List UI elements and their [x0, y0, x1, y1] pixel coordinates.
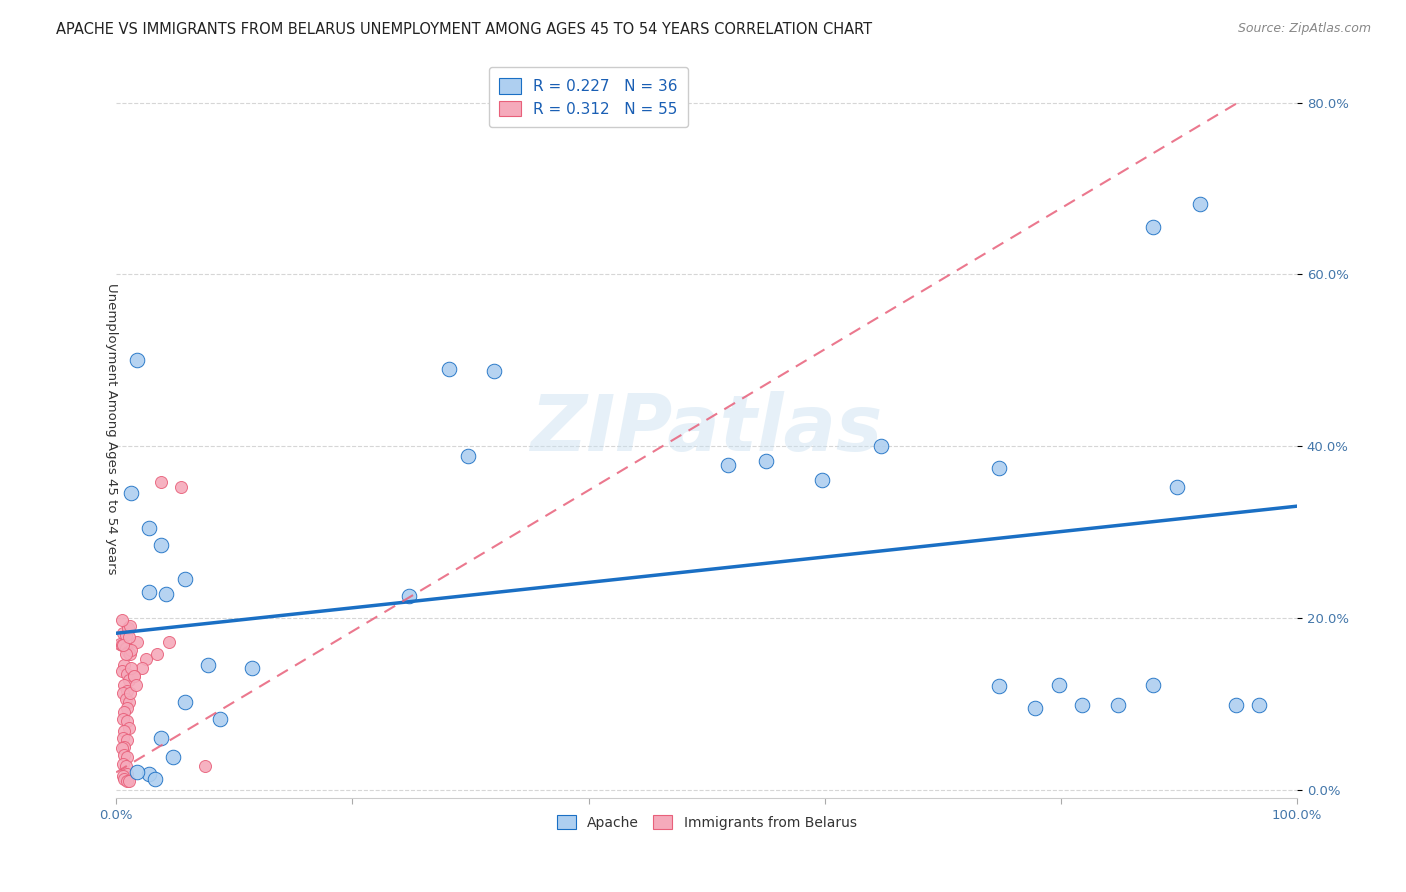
Point	[811, 474, 834, 488]
Point	[437, 361, 460, 376]
Point	[482, 364, 505, 378]
Point	[111, 613, 134, 627]
Point	[115, 774, 138, 789]
Point	[115, 732, 138, 747]
Point	[1249, 698, 1271, 713]
Point	[173, 695, 195, 709]
Point	[157, 635, 180, 649]
Point	[870, 439, 893, 453]
Point	[120, 686, 142, 700]
Point	[170, 480, 193, 494]
Point	[197, 658, 219, 673]
Point	[112, 678, 135, 692]
Point	[118, 630, 141, 644]
Y-axis label: Unemployment Among Ages 45 to 54 years: Unemployment Among Ages 45 to 54 years	[105, 283, 118, 574]
Point	[111, 664, 134, 678]
Point	[131, 660, 153, 674]
Point	[138, 767, 160, 781]
Point	[112, 686, 135, 700]
Point	[127, 353, 149, 368]
Point	[162, 750, 184, 764]
Point	[457, 450, 479, 464]
Point	[150, 538, 173, 552]
Point	[1024, 701, 1046, 715]
Point	[194, 758, 217, 772]
Point	[138, 521, 160, 535]
Point	[114, 758, 136, 772]
Point	[755, 454, 778, 468]
Point	[115, 683, 138, 698]
Point	[1225, 698, 1247, 713]
Point	[117, 621, 139, 635]
Point	[117, 645, 139, 659]
Point	[114, 692, 136, 706]
Point	[1142, 220, 1164, 235]
Point	[108, 636, 131, 650]
Point	[118, 673, 141, 687]
Point	[112, 769, 135, 783]
Point	[143, 772, 166, 787]
Text: APACHE VS IMMIGRANTS FROM BELARUS UNEMPLOYMENT AMONG AGES 45 TO 54 YEARS CORRELA: APACHE VS IMMIGRANTS FROM BELARUS UNEMPL…	[56, 22, 872, 37]
Point	[118, 774, 141, 789]
Point	[112, 772, 135, 787]
Point	[112, 638, 135, 652]
Point	[125, 678, 148, 692]
Point	[1142, 678, 1164, 692]
Point	[115, 714, 138, 728]
Point	[118, 695, 141, 709]
Point	[150, 475, 173, 489]
Point	[115, 701, 138, 715]
Point	[208, 712, 231, 726]
Point	[135, 652, 157, 666]
Text: ZIPatlas: ZIPatlas	[530, 391, 883, 467]
Point	[114, 628, 136, 642]
Point	[1107, 698, 1129, 713]
Point	[112, 712, 135, 726]
Text: Source: ZipAtlas.com: Source: ZipAtlas.com	[1237, 22, 1371, 36]
Point	[146, 647, 169, 661]
Point	[112, 724, 135, 739]
Point	[173, 572, 195, 586]
Point	[114, 640, 136, 655]
Point	[112, 705, 135, 719]
Point	[115, 666, 138, 681]
Point	[122, 669, 145, 683]
Point	[111, 638, 134, 652]
Point	[122, 669, 145, 683]
Point	[118, 721, 141, 735]
Point	[121, 486, 143, 500]
Point	[155, 587, 177, 601]
Point	[112, 748, 135, 763]
Point	[115, 750, 138, 764]
Point	[121, 660, 143, 674]
Point	[127, 765, 149, 780]
Point	[1189, 197, 1212, 211]
Point	[1047, 678, 1070, 692]
Point	[988, 680, 1011, 694]
Point	[111, 741, 134, 756]
Point	[138, 585, 160, 599]
Point	[114, 647, 136, 661]
Point	[120, 647, 142, 661]
Point	[1166, 480, 1188, 494]
Point	[121, 643, 143, 657]
Point	[988, 460, 1011, 475]
Point	[112, 626, 135, 640]
Point	[398, 590, 420, 604]
Point	[112, 739, 135, 754]
Point	[112, 658, 135, 673]
Point	[115, 767, 138, 781]
Point	[1071, 698, 1094, 713]
Point	[127, 635, 149, 649]
Point	[120, 619, 142, 633]
Point	[150, 731, 173, 745]
Legend: Apache, Immigrants from Belarus: Apache, Immigrants from Belarus	[551, 810, 862, 836]
Point	[112, 756, 135, 771]
Point	[240, 660, 263, 674]
Point	[717, 458, 740, 472]
Point	[112, 731, 135, 745]
